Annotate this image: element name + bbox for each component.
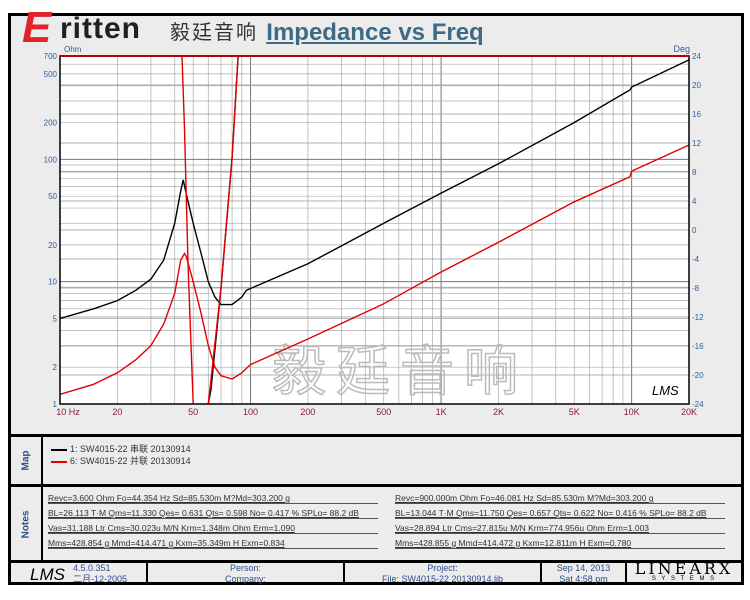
note-right: Vas=28.894 Ltr Cms=27.815u M/N Krm=774.9… (395, 523, 725, 534)
note-left: BL=26.113 T·M Qms=11.330 Qes= 0.631 Qts=… (48, 508, 378, 519)
eritten-logo: E ritten 毅廷音响 (22, 3, 262, 52)
note-left: Revc=3.600 Ohm Fo=44.354 Hz Sd=85.530m M… (48, 493, 378, 504)
y2-tick-label: 20 (692, 81, 701, 90)
person: Person: (229, 563, 262, 573)
notes-label: Notes (20, 510, 32, 539)
impedance-chart: 毅廷音响 10 Hz 20 50 100 200 500 1K 2K 5K 10K 20K70050… (44, 44, 704, 417)
footer-version: LMS 4.5.0.351 二月-12-2005 (11, 563, 148, 585)
x-tick-label: 50 (188, 407, 198, 417)
y2-tick-label: -16 (692, 342, 704, 351)
lms-chart-logo: LMS (652, 383, 679, 398)
legend-text: 6: SW4015-22 并联 20130914 (70, 456, 191, 466)
series-line-4 (207, 56, 239, 404)
x-tick-label: 20K (681, 407, 697, 417)
legend-item: 6: SW4015-22 并联 20130914 (51, 454, 191, 467)
project: Project: (427, 563, 458, 573)
series-line-3 (181, 56, 194, 404)
x-tick-label: 10K (624, 407, 640, 417)
notes-section: Notes Revc=3.600 Ohm Fo=44.354 Hz Sd=85.… (11, 484, 741, 562)
footer-project: Project: File: SW4015-22 20130914.lib (345, 563, 542, 585)
x-tick-label: 200 (300, 407, 315, 417)
x-tick-label: 2K (493, 407, 504, 417)
note-right: Mms=428.855 g Mmd=414.472 g Kxm=12.811m … (395, 538, 725, 549)
grid (59, 55, 690, 405)
y2-tick-label: 0 (692, 226, 697, 235)
lms-logo: LMS (30, 564, 65, 584)
legend-swatch (51, 448, 67, 451)
footer: LMS 4.5.0.351 二月-12-2005 Person: Company: … (11, 560, 741, 585)
y-tick-label: 5 (53, 315, 58, 324)
y-tick-label: 20 (48, 241, 57, 250)
y2-tick-label: -12 (692, 313, 704, 322)
y-tick-label: 100 (44, 155, 58, 164)
x-tick-label: 1K (436, 407, 447, 417)
note-right: Revc=900.000m Ohm Fo=46.081 Hz Sd=85.530… (395, 493, 725, 504)
y2-tick-label: 16 (692, 110, 701, 119)
build-date: 二月-12-2005 (72, 574, 127, 584)
series-line-1 (60, 144, 689, 395)
y-axis-label: Ohm (64, 45, 82, 54)
y-tick-label: 700 (44, 52, 58, 61)
y2-tick-label: -24 (692, 400, 704, 409)
watermark: 毅廷音响 (272, 342, 528, 402)
x-tick-label: 5K (569, 407, 580, 417)
y-tick-label: 200 (44, 119, 58, 128)
map-side: Map (11, 437, 43, 484)
company: Company: (224, 574, 267, 584)
version: 4.5.0.351 (72, 563, 111, 573)
x-tick-label: 10 Hz (56, 407, 80, 417)
notes-side: Notes (11, 487, 43, 562)
y-tick-label: 500 (44, 70, 58, 79)
legend-swatch (51, 460, 67, 463)
y2-tick-label: 4 (692, 197, 697, 206)
y-tick-label: 2 (53, 363, 58, 372)
note-right: BL=13.044 T·M Qms=11.750 Qes= 0.657 Qts=… (395, 508, 725, 519)
y2-tick-label: 12 (692, 139, 701, 148)
y2-tick-label: 24 (692, 52, 701, 61)
y2-tick-label: -20 (692, 371, 704, 380)
y-tick-label: 10 (48, 278, 57, 287)
chart-title: Impedance vs Freq (266, 19, 484, 46)
file: File: SW4015-22 20130914.lib (381, 574, 504, 584)
map-section: Map 1: SW4015-22 串联 20130914 6: SW4015-2… (11, 434, 741, 484)
note-left: Vas=31.188 Ltr Cms=30.023u M/N Krm=1.348… (48, 523, 378, 534)
map-label: Map (20, 450, 32, 471)
time: Sat 4:58 pm (559, 574, 608, 584)
y-tick-label: 50 (48, 192, 57, 201)
y2-tick-label: -8 (692, 284, 700, 293)
footer-person: Person: Company: (148, 563, 345, 585)
x-tick-label: 100 (243, 407, 258, 417)
curves (60, 56, 689, 404)
y2-tick-label: -4 (692, 255, 700, 264)
y-tick-label: 1 (53, 400, 58, 409)
note-left: Mms=428.854 g Mmd=414.471 g Kxm=35.349m … (48, 538, 378, 549)
logo-word: ritten (60, 12, 141, 45)
series-line-0 (60, 59, 689, 320)
x-tick-label: 500 (376, 407, 391, 417)
y2-axis-label: Deg (673, 44, 690, 54)
logo-chinese: 毅廷音响 (170, 20, 258, 44)
date: Sep 14, 2013 (556, 563, 611, 573)
linearx-logo: LINEARX S Y S T E M S (627, 559, 741, 585)
ticks: 10 Hz 20 50 100 200 500 1K 2K 5K 10K 20K7005002001… (44, 52, 704, 417)
footer-date: Sep 14, 2013 Sat 4:58 pm (542, 563, 627, 585)
brand-sub: S Y S T E M S (651, 576, 717, 582)
brand: LINEARX (634, 559, 734, 578)
y2-tick-label: 8 (692, 168, 697, 177)
logo-letter: E (22, 3, 52, 52)
legend-text: 1: SW4015-22 串联 20130914 (70, 444, 191, 454)
x-tick-label: 20 (112, 407, 122, 417)
legend-item: 1: SW4015-22 串联 20130914 (51, 442, 191, 455)
